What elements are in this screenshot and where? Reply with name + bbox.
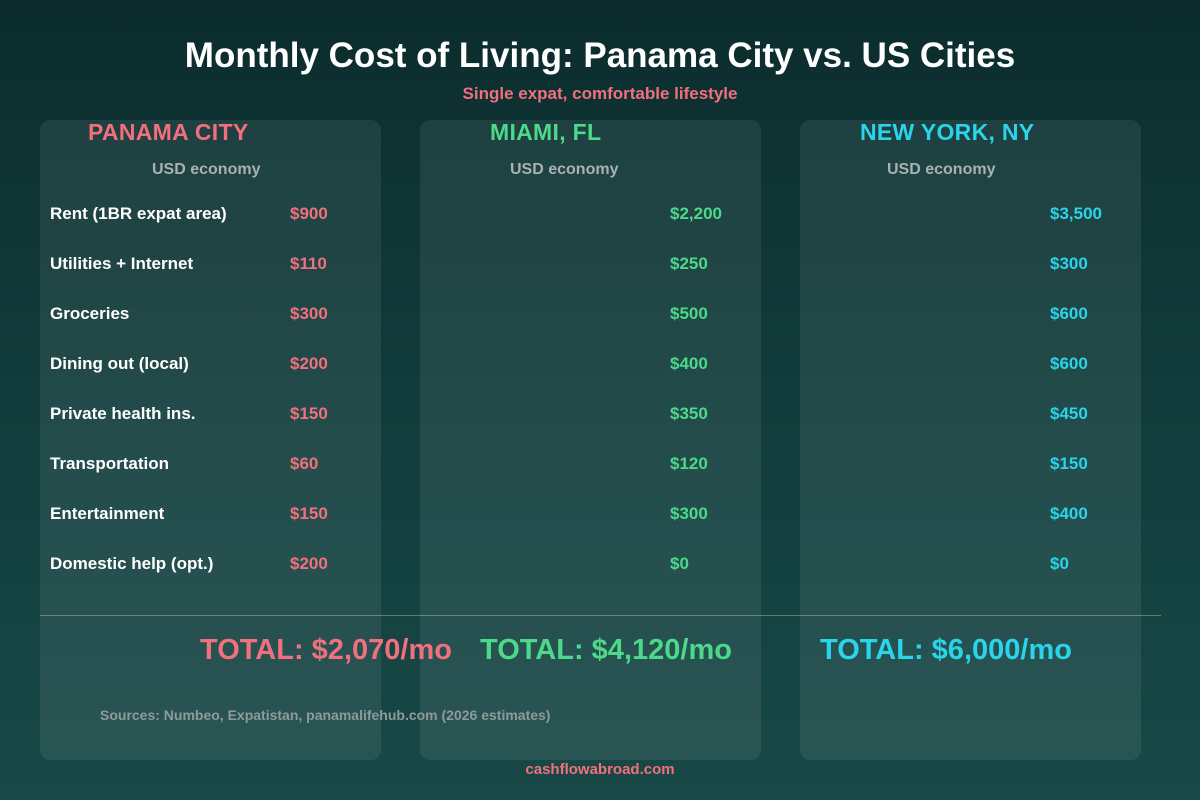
economy-note-panama-city: USD economy [152,161,261,178]
panel-new-york [800,120,1141,760]
value-new-york: $450 [1050,404,1088,423]
total-new-york: TOTAL: $6,000/mo [820,634,1072,666]
value-panama-city: $300 [290,304,328,323]
value-miami: $120 [670,454,708,473]
value-panama-city: $150 [290,404,328,423]
chart-subtitle: Single expat, comfortable lifestyle [462,84,738,103]
panel-panama-city [40,120,381,760]
row-label: Utilities + Internet [50,254,194,273]
value-miami: $2,200 [670,204,722,223]
value-miami: $350 [670,404,708,423]
value-panama-city: $110 [290,254,327,273]
value-new-york: $600 [1050,354,1088,373]
value-panama-city: $200 [290,354,328,373]
value-miami: $250 [670,254,708,273]
value-miami: $500 [670,304,708,323]
value-new-york: $300 [1050,254,1088,273]
footer-site-link[interactable]: cashflowabroad.com [525,761,675,778]
value-panama-city: $900 [290,204,328,223]
totals-divider [40,615,1161,616]
row-label: Private health ins. [50,404,196,423]
total-panama-city: TOTAL: $2,070/mo [200,634,452,666]
row-label: Dining out (local) [50,354,189,373]
row-label: Entertainment [50,504,165,523]
value-new-york: $400 [1050,504,1088,523]
value-miami: $0 [670,554,689,573]
city-name-miami: MIAMI, FL [490,119,602,145]
row-label: Groceries [50,304,130,323]
economy-note-miami: USD economy [510,161,619,178]
city-name-panama-city: PANAMA CITY [88,119,249,145]
chart-title: Monthly Cost of Living: Panama City vs. … [184,36,1016,75]
value-panama-city: $200 [290,554,328,573]
value-panama-city: $150 [290,504,328,523]
value-new-york: $3,500 [1050,204,1102,223]
row-label: Transportation [50,454,170,473]
economy-note-new-york: USD economy [887,161,996,178]
panel-miami [420,120,761,760]
value-panama-city: $60 [290,454,319,473]
value-new-york: $0 [1050,554,1069,573]
sources-note: Sources: Numbeo, Expatistan, panamalifeh… [100,707,551,723]
row-label: Rent (1BR expat area) [50,204,227,223]
value-new-york: $150 [1050,454,1088,473]
value-miami: $300 [670,504,708,523]
city-name-new-york: NEW YORK, NY [860,119,1035,145]
value-new-york: $600 [1050,304,1088,323]
value-miami: $400 [670,354,708,373]
row-label: Domestic help (opt.) [50,554,214,573]
total-miami: TOTAL: $4,120/mo [480,634,732,666]
